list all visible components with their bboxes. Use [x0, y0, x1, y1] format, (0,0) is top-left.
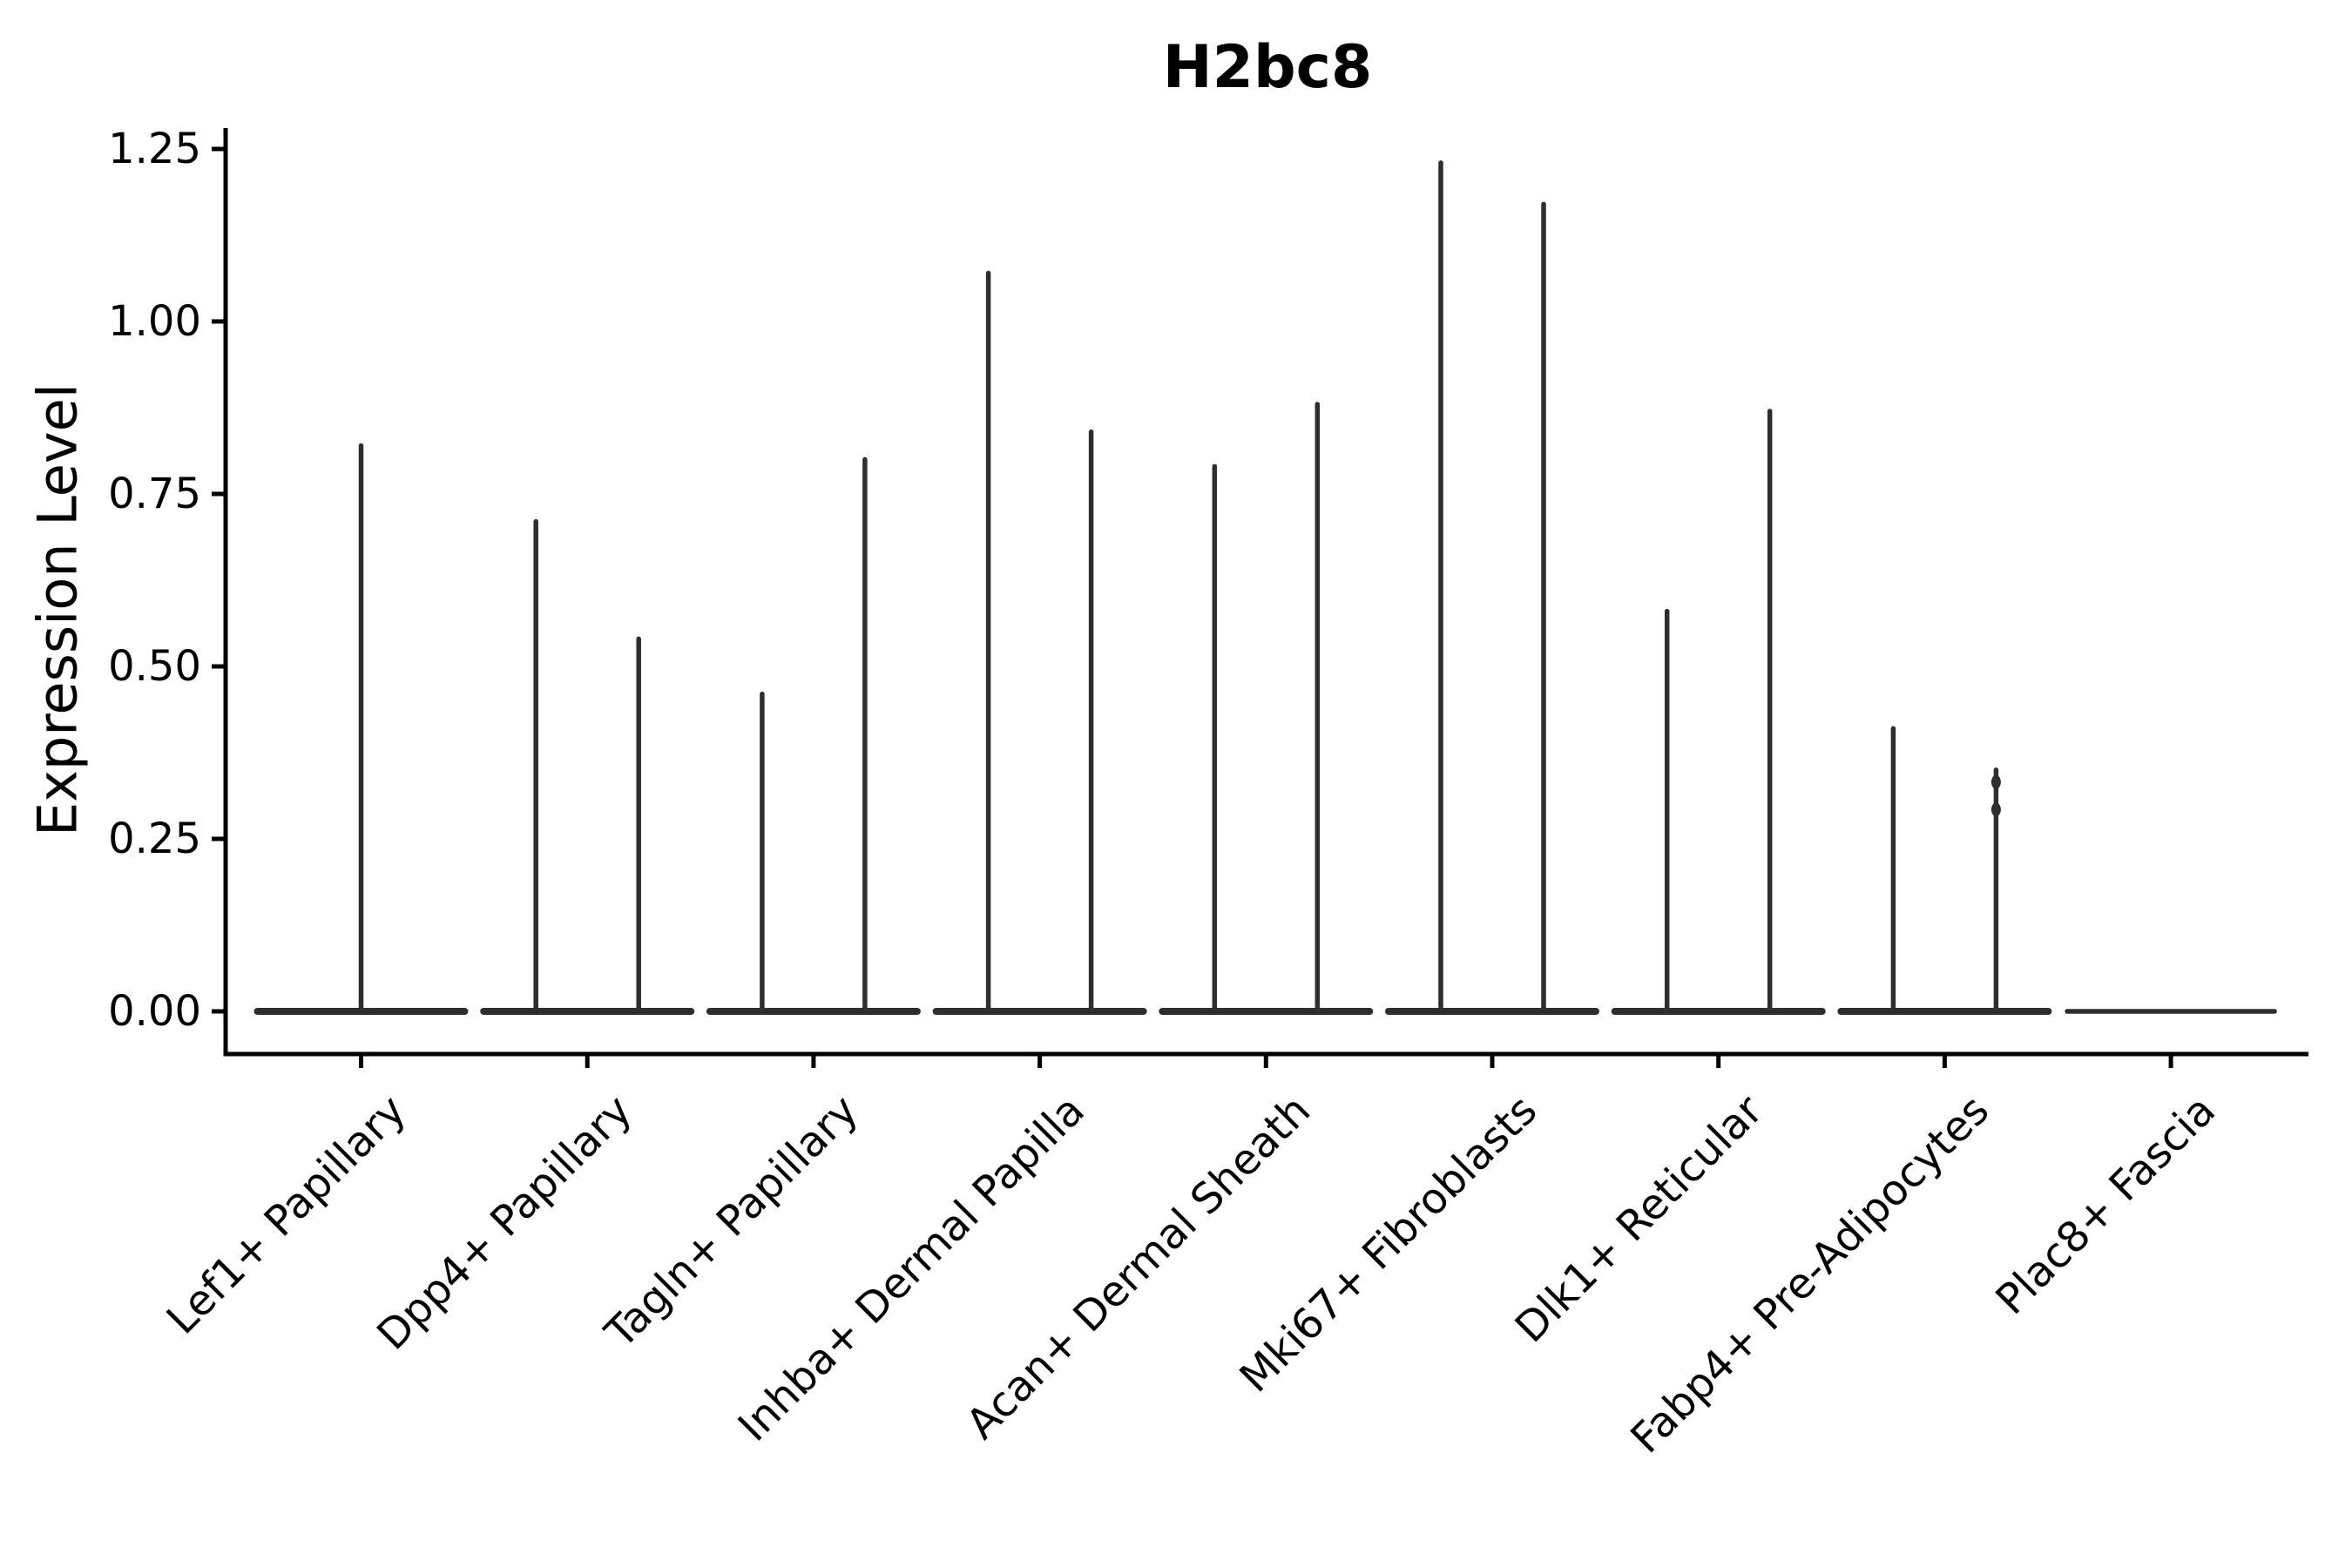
- chart-title: H2bc8: [1162, 33, 1373, 102]
- y-tick-label: 0.50: [108, 642, 201, 691]
- y-tick-label: 1.00: [108, 297, 201, 346]
- y-tick-label: 0.25: [108, 814, 201, 863]
- y-tick-label: 0.00: [108, 987, 201, 1036]
- y-tick-label: 0.75: [108, 470, 201, 518]
- violin-knob: [1990, 774, 2001, 789]
- violin-knob: [1990, 802, 2001, 817]
- y-tick-label: 1.25: [108, 125, 201, 173]
